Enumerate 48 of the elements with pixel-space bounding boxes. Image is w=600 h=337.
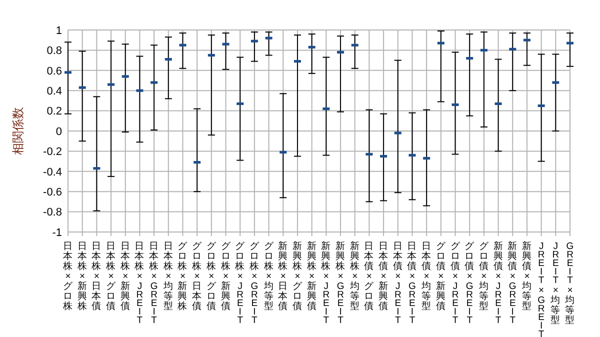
x-tick-label: 日本債×均等型 <box>420 241 432 312</box>
x-tick-label: 新興株×グロ債 <box>291 240 304 312</box>
category-label: 新興債×GREIT <box>508 241 518 326</box>
x-tick-label: 日本株×日本債 <box>90 241 102 312</box>
x-tick-label: 日本株×均等型 <box>162 241 174 312</box>
category-label: 日本株×JREIT <box>134 241 145 326</box>
x-tick-label: 日本債×新興債 <box>378 241 389 312</box>
x-tick-label: グロ株×日本債 <box>191 241 204 312</box>
x-tick-label: グロ株×新興債 <box>220 241 232 312</box>
x-tick-label: 新興債×均等型 <box>520 240 532 312</box>
category-label: 新興債×JREIT <box>493 241 504 326</box>
y-tick-label: -0.2 <box>43 146 62 158</box>
category-label: JREIT×GREIT <box>538 241 546 337</box>
x-tick-label: 新興株×均等型 <box>348 240 360 312</box>
category-label: グロ債×GREIT <box>464 241 475 326</box>
y-tick-label: 0.2 <box>46 106 62 118</box>
y-tick-label: 0 <box>56 126 62 138</box>
x-tick-label: グロ債×均等型 <box>478 241 490 312</box>
x-tick-label: グロ債×新興債 <box>436 241 447 312</box>
x-tick-label: 新興株×新興債 <box>306 240 317 312</box>
category-label: 新興株×GREIT <box>336 241 346 326</box>
category-label: 日本債×JREIT <box>392 241 403 326</box>
y-tick-label: 1 <box>56 24 62 37</box>
x-tick-label: グロ株×グロ債 <box>205 241 218 312</box>
category-label: JREIT×均等型 <box>550 241 561 326</box>
x-tick-label: 日本株×新興債 <box>119 241 130 312</box>
category-label: グロ株×GREIT <box>249 241 260 326</box>
y-tick-label: 0.8 <box>46 45 62 58</box>
x-tick-label: グロ株×均等型 <box>262 241 275 312</box>
x-tick-label: 日本株×グロ債 <box>105 241 118 312</box>
category-label: GREIT×均等型 <box>565 241 575 326</box>
y-tick-label: 0.4 <box>46 85 62 98</box>
category-label: グロ株×JREIT <box>235 241 246 326</box>
category-label: 日本債×GREIT <box>407 241 418 326</box>
y-tick-label: -0.8 <box>43 206 62 219</box>
y-tick-label: 0.6 <box>46 65 62 78</box>
category-label: グロ債×JREIT <box>450 241 460 326</box>
y-tick-label: -1 <box>52 226 62 239</box>
category-label: 新興株×JREIT <box>321 241 332 326</box>
x-tick-label: 日本株×新興株 <box>76 241 88 312</box>
category-label: 日本株×GREIT <box>149 241 160 326</box>
x-tick-label: 日本債×グロ債 <box>364 241 376 312</box>
x-tick-label: 新興株×日本債 <box>277 240 288 312</box>
y-tick-label: -0.4 <box>43 166 62 178</box>
x-tick-label: グロ株×新興株 <box>176 241 189 312</box>
y-axis-title: 相関係数 <box>11 107 25 155</box>
y-tick-label: -0.6 <box>43 186 62 198</box>
x-tick-label: 日本株×グロ株 <box>62 241 74 312</box>
